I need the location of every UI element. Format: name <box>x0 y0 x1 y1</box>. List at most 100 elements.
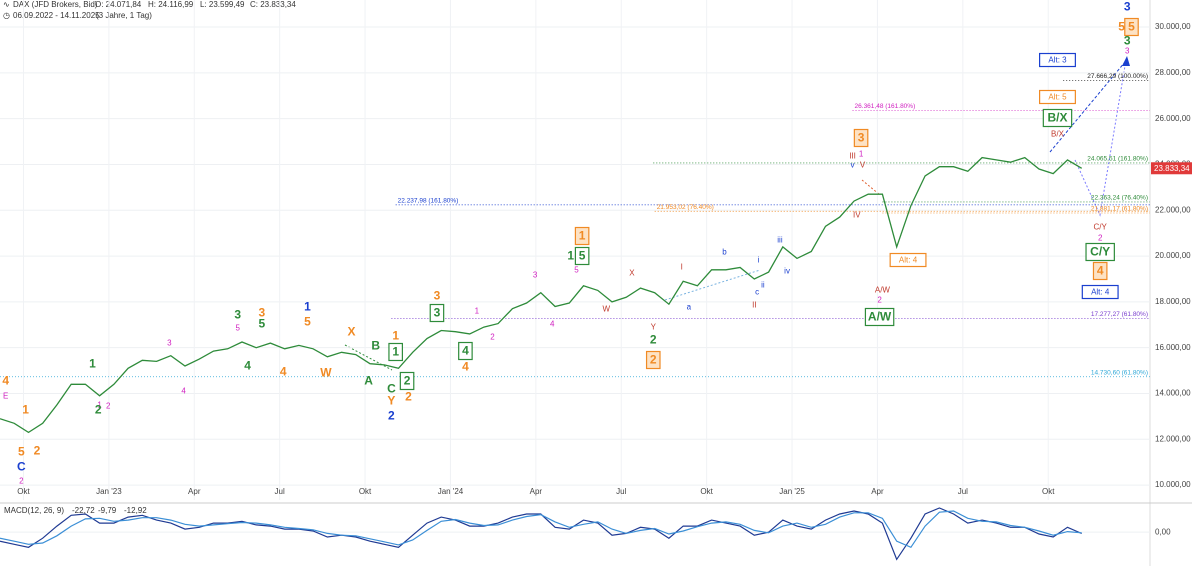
wave-box <box>1092 261 1108 281</box>
y-tick-label: 20.000,00 <box>1155 251 1191 260</box>
wave-label: 3 <box>533 271 538 280</box>
wave-label: 5 <box>304 315 311 329</box>
last-price-label: 23.833,34 <box>1154 164 1190 173</box>
macd-title: MACD(12, 26, 9) <box>4 506 64 515</box>
wave-label: 5 <box>1118 20 1125 34</box>
fib-label: 17.277,27 (61.80%) <box>1091 311 1148 318</box>
ohlc: O: 24.071,84 <box>95 0 142 9</box>
wave-label: 1 <box>475 307 480 316</box>
x-tick-label: Apr <box>530 487 543 496</box>
chart-title: DAX (JFD Brokers, Bid) <box>13 0 98 9</box>
macd-readout: -22,72 <box>72 506 95 515</box>
wave-box <box>853 128 869 148</box>
wave-label: b <box>722 248 727 257</box>
wave-label: 4 <box>1097 264 1104 278</box>
x-tick-label: Jan '24 <box>438 487 464 496</box>
wave-label: v <box>851 161 855 170</box>
wave-label: 2 <box>388 409 395 423</box>
x-tick-label: Okt <box>700 487 713 496</box>
y-tick-label: 26.000,00 <box>1155 114 1191 123</box>
wave-label: 1 <box>567 249 574 263</box>
wave-label: X <box>348 325 356 339</box>
y-tick-label: 18.000,00 <box>1155 297 1191 306</box>
y-tick-label: 12.000,00 <box>1155 434 1191 443</box>
wave-box <box>399 371 415 391</box>
wave-label: ii <box>761 281 765 290</box>
wave-label: Y <box>651 323 657 332</box>
fib-label: 22.363,24 (76.40%) <box>1091 195 1148 202</box>
x-tick-label: Jan '25 <box>779 487 805 496</box>
fib-label: 21.881,17 (61.80%) <box>1091 206 1148 213</box>
wave-label: 4 <box>280 365 287 379</box>
wave-label: C/Y <box>1094 223 1108 232</box>
wave-label: 2 <box>19 477 24 486</box>
wave-label: 2 <box>1098 234 1103 243</box>
wave-label: 2 <box>34 444 41 458</box>
wave-label: Alt: 4 <box>1091 288 1110 297</box>
wave-label: B/X <box>1047 111 1067 125</box>
wave-label: 5 <box>579 249 586 263</box>
wave-label: 2 <box>877 296 882 305</box>
wave-box <box>1039 89 1076 105</box>
wave-label: Alt: 4 <box>899 256 918 265</box>
wave-label: 1 <box>579 229 586 243</box>
wave-box <box>388 342 403 362</box>
x-tick-label: Jul <box>275 487 285 496</box>
wave-label: 3 <box>1125 47 1130 56</box>
x-tick-label: Okt <box>359 487 372 496</box>
fib-label: 26.361,48 (161.80%) <box>855 103 916 110</box>
wave-box <box>574 246 590 266</box>
wave-label: 3 <box>259 306 266 320</box>
wave-label: I <box>681 263 683 272</box>
wave-label: E <box>3 392 8 401</box>
wave-label: 3 <box>858 131 865 145</box>
wave-label: 2 <box>490 333 495 342</box>
wave-label: 5 <box>1128 20 1135 34</box>
wave-label: c <box>755 288 759 297</box>
wave-label: 2 <box>650 333 657 347</box>
wave-label: a <box>687 303 692 312</box>
period: (3 Jahre, 1 Tag) <box>96 11 152 20</box>
wave-label: 3 <box>1124 34 1131 48</box>
wave-label: 3 <box>434 306 441 320</box>
wave-label: W <box>320 366 332 380</box>
wave-label: 4 <box>550 320 555 329</box>
wave-box <box>1039 52 1076 68</box>
last-price-box <box>1151 162 1192 175</box>
x-tick-label: Okt <box>17 487 30 496</box>
ohlc: L: 23.599,49 <box>200 0 245 9</box>
wave-label: IV <box>853 211 861 220</box>
series-line <box>0 510 1082 549</box>
projection <box>344 56 1130 371</box>
x-tick-label: Jul <box>616 487 626 496</box>
macd-readout: -12,92 <box>124 506 147 515</box>
fib-label: 27.666,29 (100.00%) <box>1087 73 1148 80</box>
wave-label: II <box>752 301 756 310</box>
wave-label: 4 <box>244 359 251 373</box>
wave-label: 5 <box>259 317 266 331</box>
clock: ◷ <box>3 11 10 20</box>
wave-label: B/X <box>1051 130 1065 139</box>
x-tick-label: Jul <box>958 487 968 496</box>
wave-label: Y <box>387 394 395 408</box>
x-tick-label: Apr <box>871 487 884 496</box>
wave-label: 1 <box>97 401 102 410</box>
wave-box <box>1085 242 1115 262</box>
fib-label: 14.730,60 (61.80%) <box>1091 369 1148 376</box>
x-tick-label: Jan '23 <box>96 487 122 496</box>
wave-label: 5 <box>574 266 579 275</box>
wave-label: A/W <box>868 310 892 324</box>
wave-label: X <box>629 269 635 278</box>
y-tick-label: 30.000,00 <box>1155 22 1191 31</box>
wave-box <box>1124 17 1139 37</box>
wave-label: 3 <box>434 289 441 303</box>
wave-label: 4 <box>462 344 469 358</box>
ohlc: H: 24.116,99 <box>148 0 194 9</box>
wave-box <box>458 341 473 361</box>
wave-label: 2 <box>404 374 411 388</box>
fib-label: 24.065,51 (161.80%) <box>1087 156 1148 163</box>
wave-label: A/W <box>875 286 891 295</box>
wave-label: 2 <box>405 390 412 404</box>
wave-label: Alt: 5 <box>1048 93 1067 102</box>
